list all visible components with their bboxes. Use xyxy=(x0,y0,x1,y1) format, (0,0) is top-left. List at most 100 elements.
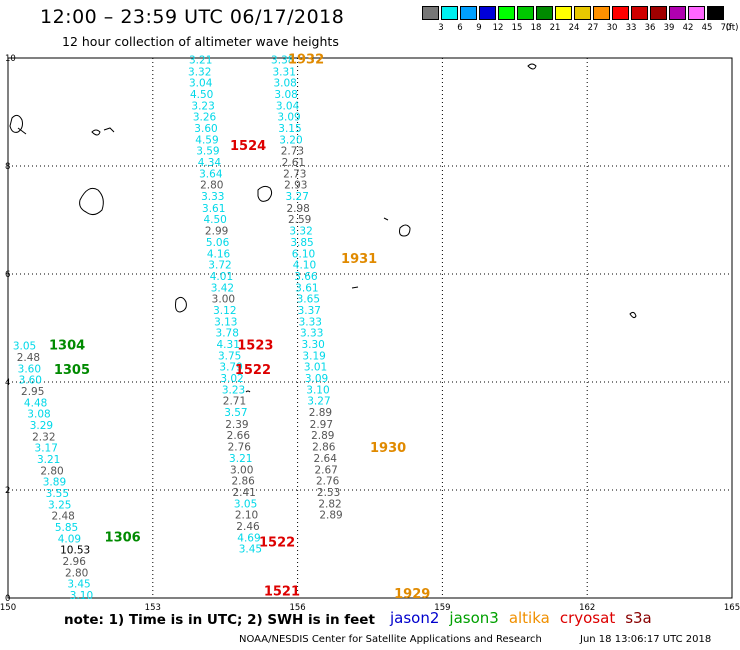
wave-height-value: 3.00 xyxy=(212,294,235,306)
y-tick-label: 0 xyxy=(5,594,10,604)
legend-label: 12 xyxy=(492,23,504,33)
legend-label: 45 xyxy=(701,23,713,33)
y-tick-label: 2 xyxy=(5,486,10,496)
map-frame xyxy=(7,57,733,599)
wave-height-value: 4.59 xyxy=(195,134,218,146)
legend-swatch xyxy=(422,6,439,20)
coastline-island xyxy=(257,185,273,202)
wave-height-value: 2.96 xyxy=(63,556,87,568)
wave-height-value: 3.13 xyxy=(214,316,237,328)
coastline-island xyxy=(629,311,637,319)
wave-height-value: 3.21 xyxy=(37,454,60,466)
wave-height-value: 3.08 xyxy=(273,78,296,90)
pass-label: 1521 xyxy=(264,584,300,599)
satellite-cryosat: cryosat xyxy=(559,609,616,627)
wave-height-value: 3.23 xyxy=(222,384,245,396)
wave-height-value: 3.08 xyxy=(274,89,297,101)
legend-swatch xyxy=(517,6,534,20)
wave-height-value: 2.64 xyxy=(314,453,338,465)
wave-height-value: 2.89 xyxy=(309,407,332,419)
legend-label: 30 xyxy=(606,23,618,33)
y-tick-label: 4 xyxy=(5,378,10,388)
wave-height-value: 2.71 xyxy=(223,396,246,408)
wave-height-value: 3.05 xyxy=(234,498,257,510)
wave-height-value: 2.39 xyxy=(225,419,248,431)
legend-label: 6 xyxy=(457,23,463,33)
wave-height-value: 3.33 xyxy=(299,316,322,328)
wave-height-value: 3.32 xyxy=(289,226,312,238)
wave-height-value: 2.98 xyxy=(286,203,309,215)
wave-height-value: 3.59 xyxy=(196,146,219,158)
legend-swatch xyxy=(555,6,572,20)
wave-height-value: 3.10 xyxy=(70,590,93,602)
wave-height-value: 4.09 xyxy=(58,533,81,545)
wave-height-value: 2.61 xyxy=(282,157,305,169)
wave-height-value: 3.23 xyxy=(191,100,214,112)
wave-height-value: 3.57 xyxy=(224,407,247,419)
wave-height-value: 3.64 xyxy=(199,168,223,180)
legend-label: 24 xyxy=(568,23,580,33)
legend-label: 15 xyxy=(511,23,523,33)
legend-swatch xyxy=(574,6,591,20)
legend-label: 42 xyxy=(682,23,694,33)
y-tick-label: 8 xyxy=(5,162,10,172)
wave-height-value: 4.50 xyxy=(203,214,226,226)
wave-height-value: 4.16 xyxy=(207,248,231,260)
wave-height-value: 2.46 xyxy=(236,521,260,533)
wave-height-value: 2.97 xyxy=(310,419,333,431)
x-tick-label: 162 xyxy=(579,603,595,613)
wave-height-value: 10.53 xyxy=(60,545,90,557)
legend-swatch xyxy=(631,6,648,20)
map-title: 12:00 – 23:59 UTC 06/17/2018 xyxy=(40,6,345,28)
pass-label: 1929 xyxy=(394,587,430,602)
legend-label: 39 xyxy=(663,23,675,33)
coastline-island xyxy=(9,114,23,133)
wave-height-value: 3.60 xyxy=(18,363,41,375)
wave-height-value: 3.25 xyxy=(48,499,71,511)
pass-label: 1305 xyxy=(54,363,90,378)
satellite-legend: jason2 jason3 altika cryosat s3a xyxy=(390,609,662,627)
coastline-island xyxy=(175,296,187,313)
wave-height-value: 3.01 xyxy=(304,362,327,374)
wave-height-value: 3.79 xyxy=(219,362,242,374)
wave-height-value: 3.60 xyxy=(19,375,42,387)
legend-swatch xyxy=(669,6,686,20)
pass-label: 1306 xyxy=(105,530,141,545)
wave-height-value: 3.45 xyxy=(239,544,262,556)
wave-height-value: 3.00 xyxy=(230,464,253,476)
footer-timestamp: Jun 18 13:06:17 UTC 2018 xyxy=(580,634,712,645)
legend-swatch xyxy=(650,6,667,20)
wave-height-value: 2.95 xyxy=(21,386,44,398)
wave-height-value: 2.80 xyxy=(40,465,63,477)
x-tick-label: 153 xyxy=(145,603,161,613)
map-subtitle: 12 hour collection of altimeter wave hei… xyxy=(62,34,339,49)
wave-height-value: 3.15 xyxy=(278,123,301,135)
legend-swatch xyxy=(498,6,515,20)
wave-height-value: 3.04 xyxy=(189,78,213,90)
wave-height-value: 2.53 xyxy=(317,487,340,499)
wave-height-value: 6.10 xyxy=(292,248,315,260)
wave-height-value: 3.12 xyxy=(213,305,236,317)
wave-height-value: 2.48 xyxy=(17,352,40,364)
coastline-island xyxy=(383,217,389,221)
legend-label: 27 xyxy=(587,23,599,33)
wave-height-value: 4.50 xyxy=(190,89,213,101)
wave-height-value: 3.65 xyxy=(297,294,320,306)
legend-swatch xyxy=(593,6,610,20)
wave-height-value: 3.17 xyxy=(35,443,58,455)
wave-height-value: 4.31 xyxy=(217,339,240,351)
wave-height-value: 3.37 xyxy=(298,305,321,317)
wave-height-value: 2.73 xyxy=(283,168,306,180)
wave-height-value: 3.89 xyxy=(43,477,66,489)
legend-label: 33 xyxy=(625,23,637,33)
footer-credit: NOAA/NESDIS Center for Satellite Applica… xyxy=(239,634,542,645)
wave-height-value: 3.30 xyxy=(301,339,324,351)
coastline-island xyxy=(79,187,104,216)
wave-height-value: 3.05 xyxy=(13,341,36,353)
wave-height-value: 3.66 xyxy=(294,271,318,283)
legend-swatch xyxy=(688,6,705,20)
x-tick-label: 156 xyxy=(289,603,305,613)
wave-height-value: 4.48 xyxy=(24,397,47,409)
wave-height-value: 2.32 xyxy=(32,431,55,443)
